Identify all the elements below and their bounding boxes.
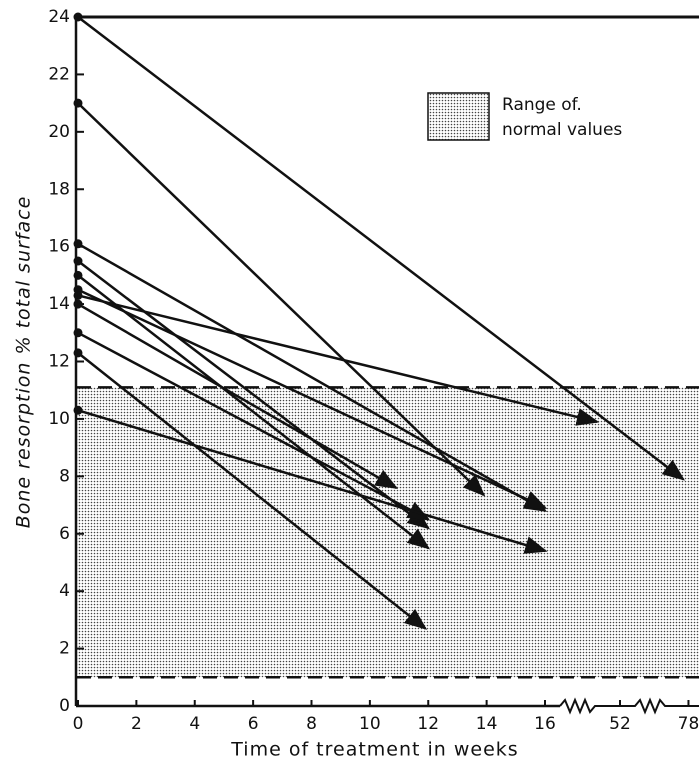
y-tick-label: 4 — [59, 581, 70, 601]
change-arrow — [77, 331, 431, 521]
change-arrow — [77, 351, 428, 630]
y-tick-label: 20 — [48, 122, 70, 142]
x-tick-label: 52 — [609, 714, 631, 734]
y-tick-label: 24 — [48, 7, 70, 27]
y-tick-label: 18 — [48, 179, 70, 199]
y-tick-label: 22 — [48, 64, 70, 84]
y-tick-label: 8 — [59, 466, 70, 486]
x-tick-label: 10 — [359, 714, 381, 734]
change-arrow — [77, 409, 548, 554]
y-axis-label: Bone resorption % total surface — [13, 196, 35, 529]
normal-range — [77, 387, 699, 678]
y-tick-label: 14 — [48, 294, 70, 314]
x-tick-label: 2 — [131, 714, 142, 734]
change-arrow — [77, 260, 431, 530]
change-arrow — [77, 303, 399, 489]
y-tick-label: 12 — [48, 352, 70, 372]
axis-break — [559, 697, 699, 715]
x-tick-label: 0 — [73, 714, 84, 734]
change-arrow — [77, 288, 548, 510]
y-tick-label: 10 — [48, 409, 70, 429]
legend-text: Range of. — [502, 95, 582, 115]
y-tick-label: 6 — [59, 524, 70, 544]
y-tick-label: 16 — [48, 237, 70, 257]
change-arrow — [77, 16, 685, 481]
x-tick-label: 16 — [534, 714, 556, 734]
x-tick-label: 12 — [417, 714, 439, 734]
x-tick-label: 6 — [248, 714, 259, 734]
x-tick-label: 4 — [189, 714, 200, 734]
change-arrow — [77, 274, 431, 550]
y-tick-label: 0 — [59, 696, 70, 716]
change-arrow — [77, 294, 600, 426]
x-tick-label: 8 — [306, 714, 317, 734]
change-arrow — [77, 242, 548, 512]
change-arrow — [77, 102, 486, 497]
legend-text: normal values — [502, 120, 622, 140]
y-tick-label: 2 — [59, 639, 70, 659]
x-tick-label: 14 — [476, 714, 498, 734]
legend-swatch — [427, 92, 490, 141]
x-tick-label: 78 — [678, 714, 699, 734]
x-axis-label: Time of treatment in weeks — [230, 739, 518, 761]
